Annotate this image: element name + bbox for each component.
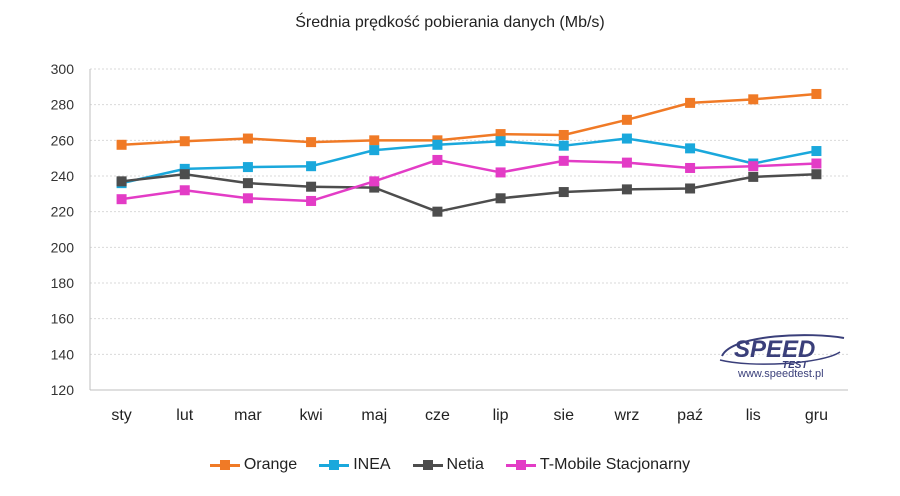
legend-label: Netia bbox=[446, 456, 484, 473]
logo-text-main: SPEED bbox=[734, 336, 815, 363]
legend-label: T-Mobile Stacjonarny bbox=[539, 456, 691, 473]
x-tick-label: paź bbox=[677, 407, 703, 424]
series-line-inea bbox=[121, 137, 817, 185]
x-tick-label: sty bbox=[111, 407, 131, 424]
legend-item: Netia bbox=[412, 456, 484, 474]
axes bbox=[89, 69, 848, 391]
data-point-netia bbox=[116, 176, 127, 187]
data-point-netia bbox=[811, 169, 822, 180]
data-point-t-mobile-stacjonarny bbox=[558, 155, 569, 166]
data-point-netia bbox=[179, 169, 190, 180]
x-tick-label: lut bbox=[176, 407, 193, 424]
data-point-orange bbox=[558, 129, 569, 140]
data-point-t-mobile-stacjonarny bbox=[495, 167, 506, 178]
legend-swatch bbox=[412, 459, 443, 471]
data-point-netia bbox=[306, 181, 317, 192]
data-point-t-mobile-stacjonarny bbox=[179, 185, 190, 196]
data-point-orange bbox=[369, 135, 380, 146]
data-point-netia bbox=[432, 206, 443, 217]
data-point-netia bbox=[685, 183, 696, 194]
y-tick-label: 160 bbox=[51, 311, 75, 327]
y-tick-label: 120 bbox=[51, 382, 75, 398]
legend-swatch bbox=[319, 459, 350, 471]
legend-item: INEA bbox=[319, 456, 391, 474]
data-point-inea bbox=[179, 163, 190, 174]
y-tick-label: 300 bbox=[51, 61, 75, 77]
x-tick-label: maj bbox=[361, 407, 387, 424]
data-point-orange bbox=[811, 88, 822, 99]
logo-text-sub: TEST bbox=[782, 360, 808, 370]
legend-item: Orange bbox=[209, 456, 298, 474]
data-point-inea bbox=[369, 145, 380, 156]
series-t-mobile-stacjonarny bbox=[116, 154, 822, 206]
x-tick-label: sie bbox=[554, 407, 575, 424]
y-tick-label: 140 bbox=[51, 346, 75, 362]
chart-title: Średnia prędkość pobierania danych (Mb/s… bbox=[295, 14, 605, 31]
data-point-inea bbox=[621, 133, 632, 144]
data-point-orange bbox=[685, 97, 696, 108]
legend-item: T-Mobile Stacjonarny bbox=[505, 456, 691, 474]
data-point-orange bbox=[179, 136, 190, 147]
y-axis-ticks: 120 140 160 180 200 220 240 260 280 300 bbox=[51, 61, 75, 398]
series-netia bbox=[116, 169, 822, 217]
data-point-inea bbox=[306, 161, 317, 172]
data-point-netia bbox=[621, 184, 632, 195]
data-point-t-mobile-stacjonarny bbox=[242, 193, 253, 204]
legend-swatch bbox=[209, 459, 240, 471]
y-tick-label: 180 bbox=[51, 275, 75, 291]
y-tick-label: 260 bbox=[51, 132, 75, 148]
y-tick-label: 220 bbox=[51, 204, 75, 220]
data-point-inea bbox=[685, 143, 696, 154]
series-line-t-mobile-stacjonarny bbox=[121, 158, 817, 203]
data-point-t-mobile-stacjonarny bbox=[811, 158, 822, 169]
y-tick-label: 240 bbox=[51, 168, 75, 184]
data-point-inea bbox=[558, 140, 569, 151]
x-axis-ticks: sty lut mar kwi maj cze lip sie wrz paź lis gru bbox=[111, 407, 828, 424]
data-point-orange bbox=[495, 129, 506, 140]
data-point-netia bbox=[748, 171, 759, 182]
legend-label: INEA bbox=[353, 456, 391, 473]
data-point-inea bbox=[495, 136, 506, 147]
series-line-netia bbox=[121, 172, 817, 213]
data-point-t-mobile-stacjonarny bbox=[685, 162, 696, 173]
legend-swatch bbox=[505, 459, 536, 471]
x-tick-label: gru bbox=[805, 407, 828, 424]
data-point-orange bbox=[621, 114, 632, 125]
data-point-orange bbox=[748, 94, 759, 105]
data-point-t-mobile-stacjonarny bbox=[432, 154, 443, 165]
data-point-orange bbox=[242, 133, 253, 144]
data-point-netia bbox=[495, 193, 506, 204]
x-tick-label: cze bbox=[425, 407, 450, 424]
data-point-t-mobile-stacjonarny bbox=[306, 195, 317, 206]
x-tick-label: lip bbox=[493, 407, 509, 424]
x-tick-label: kwi bbox=[300, 407, 323, 424]
x-tick-label: lis bbox=[746, 407, 761, 424]
legend-label: Orange bbox=[243, 456, 298, 473]
logo-url: www.speedtest.pl bbox=[738, 368, 824, 380]
gridlines bbox=[90, 68, 848, 355]
y-tick-label: 200 bbox=[51, 239, 75, 255]
x-tick-label: wrz bbox=[613, 407, 639, 424]
data-point-netia bbox=[558, 187, 569, 198]
data-point-t-mobile-stacjonarny bbox=[621, 157, 632, 168]
series-group bbox=[116, 88, 822, 217]
data-point-t-mobile-stacjonarny bbox=[116, 194, 127, 205]
data-point-inea bbox=[242, 162, 253, 173]
data-point-netia bbox=[369, 182, 380, 193]
speedtest-logo: SPEED TEST bbox=[712, 330, 862, 386]
data-point-t-mobile-stacjonarny bbox=[369, 176, 380, 187]
series-line-orange bbox=[121, 92, 817, 147]
y-tick-label: 280 bbox=[51, 97, 75, 113]
data-point-orange bbox=[306, 137, 317, 148]
data-point-inea bbox=[811, 146, 822, 157]
data-point-inea bbox=[432, 139, 443, 150]
data-point-t-mobile-stacjonarny bbox=[748, 161, 759, 172]
x-tick-label: mar bbox=[234, 407, 262, 424]
data-point-netia bbox=[242, 178, 253, 189]
data-point-orange bbox=[116, 139, 127, 150]
legend: Orange INEA Netia T-Mobile Stacjonarny bbox=[0, 456, 900, 474]
